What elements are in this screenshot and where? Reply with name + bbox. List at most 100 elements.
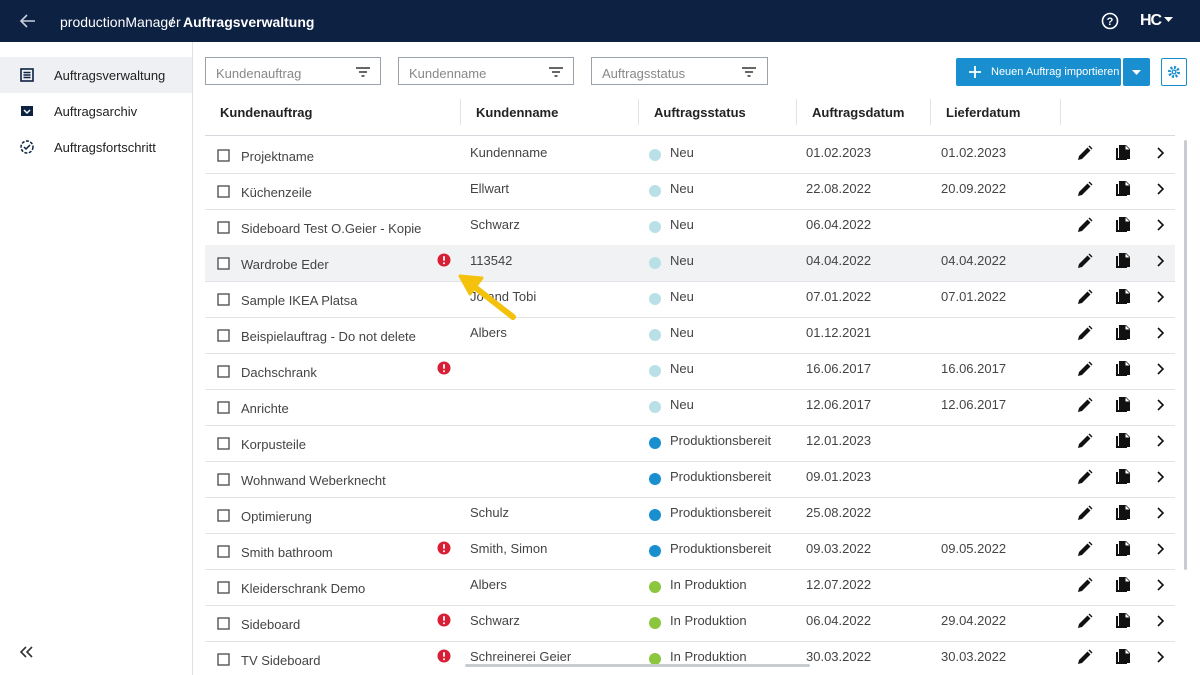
copy-button[interactable] [1115,613,1131,629]
table-row[interactable] [205,245,1175,282]
copy-button[interactable] [1115,577,1131,593]
filter-icon[interactable] [742,67,756,78]
copy-button[interactable] [1115,361,1131,377]
copy-button[interactable] [1115,289,1131,305]
copy-button[interactable] [1115,253,1131,269]
app-name[interactable]: productionManager [60,14,181,30]
copy-button[interactable] [1115,505,1131,521]
collapse-button[interactable] [18,645,34,659]
table-row[interactable] [205,533,1175,570]
open-button[interactable] [1156,615,1166,627]
import-button[interactable]: Neuen Auftrag importieren [956,58,1121,86]
edit-button[interactable] [1077,361,1093,377]
open-button[interactable] [1156,183,1166,195]
logo-caret[interactable] [1164,17,1174,23]
copy-button[interactable] [1115,469,1131,485]
column-header[interactable]: Kundenauftrag [220,105,313,120]
row-checkbox[interactable] [217,581,230,594]
copy-button[interactable] [1115,397,1131,413]
row-checkbox[interactable] [217,437,230,450]
row-checkbox[interactable] [217,509,230,522]
order-name: Dachschrank [241,365,317,380]
open-button[interactable] [1156,327,1166,339]
copy-button[interactable] [1115,325,1131,341]
edit-button[interactable] [1077,613,1093,629]
table-row[interactable] [205,353,1175,390]
back-button[interactable] [18,13,36,29]
table-row[interactable] [205,497,1175,534]
copy-button[interactable] [1115,433,1131,449]
row-checkbox[interactable] [217,617,230,630]
nav-item[interactable]: Auftragsverwaltung [54,68,166,83]
copy-button[interactable] [1115,217,1131,233]
column-header[interactable]: Kundenname [476,105,559,120]
horizontal-scrollbar[interactable] [465,664,810,667]
open-button[interactable] [1156,507,1166,519]
filter-input[interactable]: Auftragsstatus [591,57,768,85]
row-checkbox[interactable] [217,185,230,198]
table-row[interactable] [205,173,1175,210]
row-checkbox[interactable] [217,221,230,234]
filter-icon[interactable] [356,67,370,78]
edit-button[interactable] [1077,469,1093,485]
table-row[interactable] [205,425,1175,462]
row-checkbox[interactable] [217,329,230,342]
status-dot [649,257,661,269]
table-row[interactable] [205,317,1175,354]
edit-button[interactable] [1077,505,1093,521]
open-button[interactable] [1156,399,1166,411]
import-dropdown[interactable] [1123,58,1150,86]
filter-input[interactable]: Kundenauftrag [205,57,381,85]
help-icon[interactable]: ? [1101,12,1119,30]
table-row[interactable] [205,461,1175,498]
edit-button[interactable] [1077,253,1093,269]
edit-button[interactable] [1077,433,1093,449]
row-checkbox[interactable] [217,401,230,414]
row-checkbox[interactable] [217,365,230,378]
row-checkbox[interactable] [217,257,230,270]
open-button[interactable] [1156,471,1166,483]
open-button[interactable] [1156,579,1166,591]
open-button[interactable] [1156,543,1166,555]
row-checkbox[interactable] [217,149,230,162]
table-row[interactable] [205,605,1175,642]
copy-button[interactable] [1115,181,1131,197]
copy-button[interactable] [1115,649,1131,665]
open-button[interactable] [1156,363,1166,375]
open-button[interactable] [1156,435,1166,447]
table-row[interactable] [205,389,1175,426]
column-header[interactable]: Auftragsdatum [812,105,905,120]
copy-button[interactable] [1115,541,1131,557]
row-checkbox[interactable] [217,653,230,666]
open-button[interactable] [1156,291,1166,303]
row-checkbox[interactable] [217,473,230,486]
logo[interactable]: HC [1140,12,1162,29]
nav-item[interactable]: Auftragsfortschritt [54,140,156,155]
table-row[interactable] [205,281,1175,318]
open-button[interactable] [1156,255,1166,267]
edit-button[interactable] [1077,541,1093,557]
edit-button[interactable] [1077,145,1093,161]
edit-button[interactable] [1077,577,1093,593]
open-button[interactable] [1156,651,1166,663]
copy-button[interactable] [1115,145,1131,161]
vertical-scrollbar[interactable] [1184,140,1187,570]
table-row[interactable] [205,569,1175,606]
edit-button[interactable] [1077,289,1093,305]
column-header[interactable]: Lieferdatum [946,105,1021,120]
table-row[interactable] [205,137,1175,174]
filter-input[interactable]: Kundenname [398,57,574,85]
filter-icon[interactable] [549,67,563,78]
edit-button[interactable] [1077,325,1093,341]
edit-button[interactable] [1077,397,1093,413]
edit-button[interactable] [1077,649,1093,665]
open-button[interactable] [1156,219,1166,231]
nav-item[interactable]: Auftragsarchiv [54,104,138,119]
edit-button[interactable] [1077,181,1093,197]
open-button[interactable] [1156,147,1166,159]
edit-button[interactable] [1077,217,1093,233]
row-checkbox[interactable] [217,545,230,558]
settings-button[interactable] [1161,58,1187,86]
row-checkbox[interactable] [217,293,230,306]
column-header[interactable]: Auftragsstatus [654,105,746,120]
